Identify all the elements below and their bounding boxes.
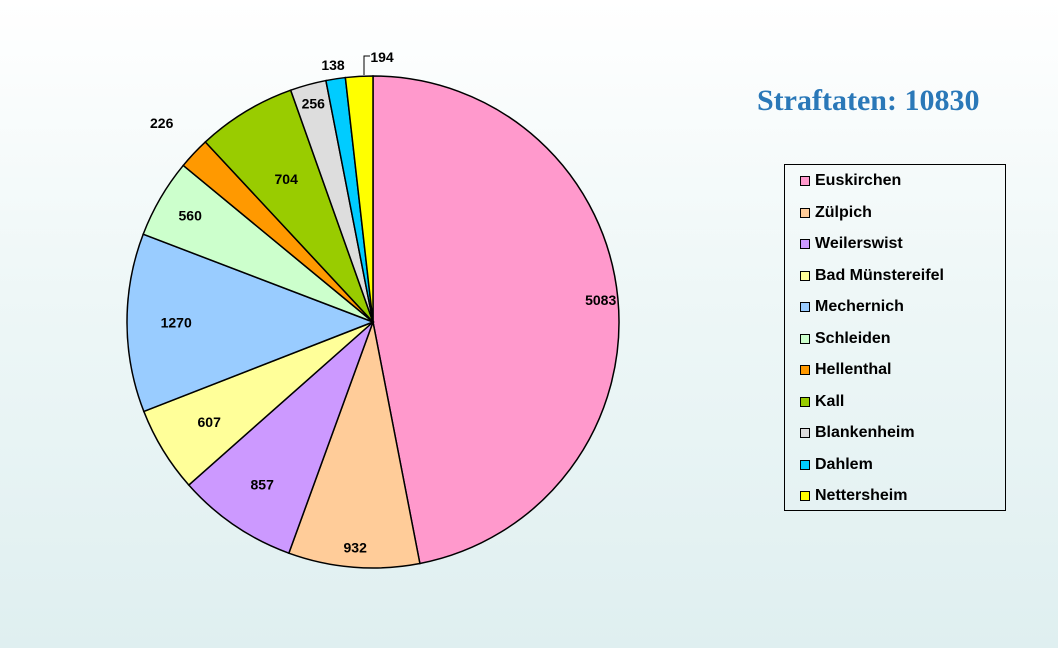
data-label: 932	[344, 540, 368, 556]
data-label: 256	[302, 96, 326, 112]
legend-item: Euskirchen	[800, 171, 901, 191]
legend-item: Weilerswist	[800, 234, 903, 254]
legend-swatch	[800, 239, 810, 249]
legend-item: Schleiden	[800, 329, 891, 349]
legend-label: Kall	[815, 392, 845, 410]
legend-swatch	[800, 302, 810, 312]
pie-slice-euskirchen	[372, 75, 620, 565]
legend-label: Bad Münstereifel	[815, 266, 944, 284]
legend-swatch	[800, 365, 810, 375]
data-label: 194	[370, 49, 394, 65]
legend-swatch	[800, 270, 810, 281]
legend-item: Bad Münstereifel	[800, 266, 944, 286]
legend-swatch	[800, 333, 810, 344]
pie-slice-weilerswist	[187, 321, 374, 555]
data-label: 560	[179, 208, 203, 224]
data-label: 607	[198, 414, 222, 430]
legend-swatch	[800, 176, 810, 186]
legend-label: Schleiden	[815, 329, 891, 347]
legend-item: Nettersheim	[800, 486, 907, 506]
legend-swatch	[800, 396, 810, 407]
legend: Euskirchen Zülpich Weilerswist Bad Münst…	[784, 164, 1006, 511]
legend-swatch	[800, 428, 810, 438]
legend-item: Zülpich	[800, 203, 872, 223]
legend-label: Euskirchen	[815, 172, 902, 189]
data-label: 138	[321, 57, 345, 73]
label-leader-line	[363, 55, 370, 75]
pie-slice-nettersheim	[344, 75, 374, 323]
data-label: 857	[251, 477, 275, 493]
data-label: 1270	[161, 315, 192, 331]
legend-label: Nettersheim	[815, 487, 908, 504]
legend-swatch	[800, 491, 810, 501]
legend-label: Weilerswist	[815, 235, 903, 252]
data-label: 704	[275, 171, 299, 187]
data-label: 226	[150, 115, 174, 131]
data-label: 5083	[585, 292, 616, 308]
pie-slice-z-lpich	[287, 319, 421, 569]
chart-title: Straftaten: 10830	[757, 84, 980, 117]
legend-item: Blankenheim	[800, 423, 915, 443]
legend-item: Kall	[800, 392, 844, 412]
pie-slice-mechernich	[126, 233, 376, 413]
legend-item: Mechernich	[800, 297, 904, 317]
legend-label: Blankenheim	[815, 424, 915, 441]
legend-swatch	[800, 207, 810, 218]
legend-item: Dahlem	[800, 455, 873, 475]
legend-item: Hellenthal	[800, 360, 891, 380]
legend-label: Mechernich	[815, 298, 904, 315]
legend-label: Hellenthal	[815, 361, 892, 378]
pie-chart: 5083 932 857 607 1270 560 226 704 256 138 194	[126, 49, 620, 569]
legend-label: Zülpich	[815, 203, 872, 221]
legend-swatch	[800, 459, 810, 470]
legend-label: Dahlem	[815, 455, 873, 473]
